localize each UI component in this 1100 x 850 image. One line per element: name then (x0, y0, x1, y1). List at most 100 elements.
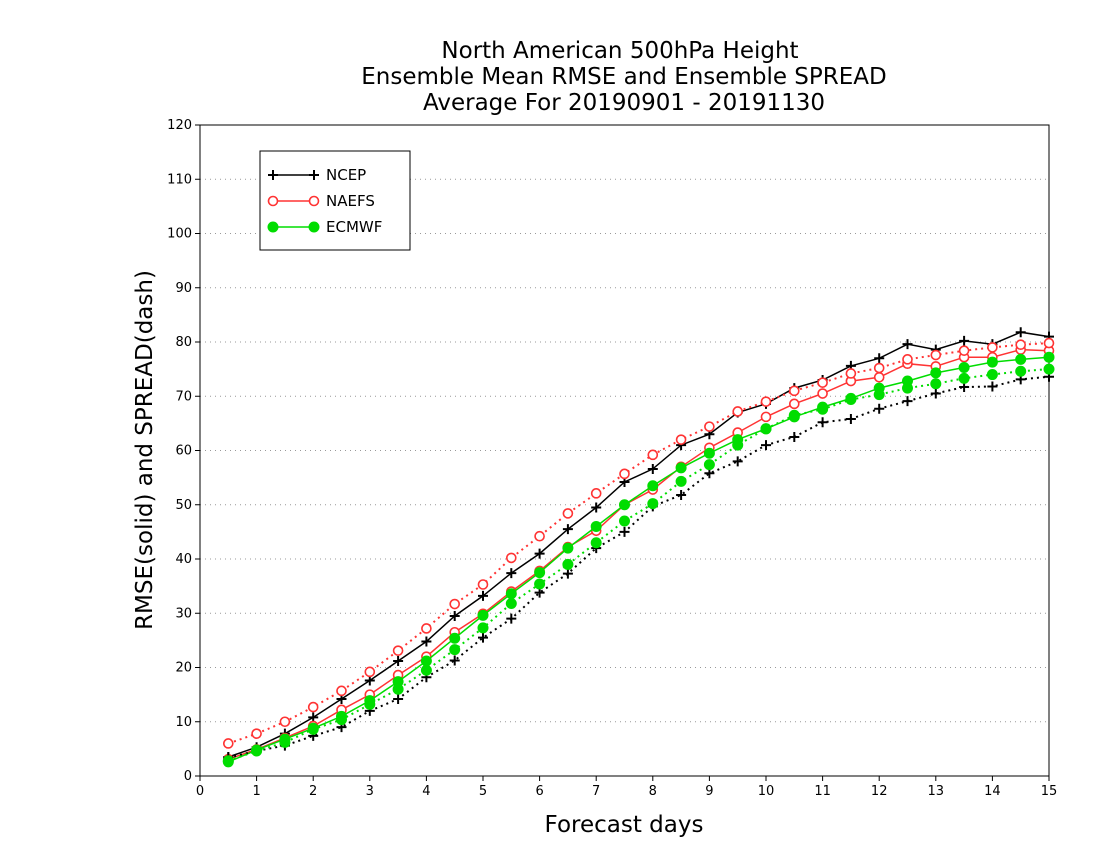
y-tick-label-6: 60 (175, 444, 192, 459)
data-point-ncep-rmse-13 (591, 502, 602, 513)
data-point-naefs-rmse-20 (788, 398, 800, 410)
data-point-ncep-spread-19 (761, 440, 771, 451)
data-point-ncep-spread-23 (874, 403, 885, 414)
data-point-ncep-rmse-5 (364, 675, 375, 686)
legend-label-ncep: NCEP (326, 166, 366, 184)
grid (200, 178, 1049, 723)
data-point-naefs-spread-11 (534, 530, 545, 542)
data-point-ncep-spread-27 (987, 381, 998, 392)
data-point-naefs-spread-27 (987, 342, 998, 353)
data-point-ecmwf-spread-13 (590, 537, 602, 549)
x-tick-label-13: 13 (928, 784, 945, 799)
y-tick-label-12: 120 (167, 118, 192, 133)
data-point-ecmwf-spread-18 (732, 439, 744, 451)
legend-marker-right-ncep (309, 170, 319, 180)
data-point-ecmwf-spread-26 (958, 372, 970, 384)
data-point-ncep-rmse-6 (393, 655, 404, 666)
data-point-ecmwf-rmse-15 (647, 480, 659, 492)
y-tick-label-1: 10 (175, 715, 192, 730)
data-point-naefs-rmse-19 (760, 411, 772, 423)
data-point-ecmwf-spread-2 (279, 736, 291, 748)
x-tick-label-12: 12 (871, 784, 888, 799)
data-point-ecmwf-spread-17 (703, 459, 715, 471)
x-tick-label-15: 15 (1041, 784, 1058, 799)
data-point-ncep-rmse-23 (874, 353, 885, 364)
data-point-ncep-spread-10 (506, 613, 517, 624)
data-point-ecmwf-spread-19 (760, 423, 772, 435)
data-point-naefs-spread-21 (817, 377, 828, 388)
data-point-naefs-spread-16 (675, 434, 687, 445)
data-point-ecmwf-spread-12 (562, 558, 574, 570)
data-point-naefs-spread-9 (477, 579, 489, 590)
x-tick-label-4: 4 (422, 784, 430, 799)
series-line-ecmwf-spread (227, 368, 1050, 762)
data-point-naefs-spread-28 (1015, 339, 1027, 351)
y-tick-label-7: 70 (175, 389, 192, 404)
data-point-naefs-spread-2 (279, 716, 291, 728)
y-tick-label-5: 50 (175, 498, 192, 513)
data-point-naefs-spread-15 (647, 449, 659, 461)
data-point-naefs-spread-7 (421, 623, 432, 634)
data-point-naefs-rmse-23 (873, 371, 885, 383)
data-point-ncep-spread-18 (732, 456, 743, 467)
y-axis-label: RMSE(solid) and SPREAD(dash) (132, 270, 158, 630)
data-point-ecmwf-rmse-7 (420, 655, 432, 667)
data-point-ncep-spread-22 (845, 414, 856, 425)
data-point-ecmwf-rmse-9 (477, 609, 489, 621)
data-point-naefs-spread-22 (845, 368, 857, 379)
data-point-ecmwf-spread-27 (986, 369, 998, 381)
x-axis-label: Forecast days (545, 812, 704, 838)
x-tick-label-6: 6 (535, 784, 543, 799)
x-tick-label-5: 5 (479, 784, 487, 799)
data-point-ecmwf-rmse-17 (703, 447, 715, 459)
y-tick-label-11: 110 (167, 172, 192, 187)
data-point-ecmwf-rmse-14 (619, 499, 630, 511)
data-point-ncep-rmse-15 (647, 463, 658, 474)
data-point-ncep-spread-24 (902, 396, 913, 407)
data-point-ncep-rmse-7 (421, 636, 432, 647)
y-tick-label-2: 20 (175, 661, 192, 676)
data-point-ecmwf-rmse-10 (505, 588, 517, 600)
x-tick-label-10: 10 (758, 784, 775, 799)
y-tick-label-9: 90 (175, 281, 192, 296)
data-point-ecmwf-spread-0 (222, 755, 234, 767)
legend-marker-left-ecmwf (267, 221, 279, 233)
series-line-ecmwf-rmse (228, 356, 1050, 763)
chart-title-line-3: Average For 20190901 - 20191130 (423, 90, 825, 116)
data-point-ecmwf-spread-21 (817, 403, 829, 415)
data-point-ncep-spread-21 (817, 417, 828, 428)
data-point-ecmwf-spread-14 (619, 515, 630, 527)
data-point-naefs-spread-5 (364, 666, 376, 678)
legend-label-ecmwf: ECMWF (326, 218, 382, 236)
series-ecmwf-spread (222, 363, 1055, 767)
data-point-naefs-spread-0 (223, 738, 234, 749)
data-point-naefs-spread-24 (902, 354, 913, 365)
data-point-naefs-spread-10 (505, 552, 517, 564)
data-point-ncep-spread-25 (930, 388, 941, 399)
data-point-ncep-spread-14 (619, 526, 630, 537)
x-tick-label-14: 14 (984, 784, 1001, 799)
series-line-ncep-spread (228, 375, 1050, 759)
data-point-ecmwf-spread-10 (505, 597, 517, 609)
data-point-ecmwf-rmse-25 (930, 367, 942, 379)
data-point-ecmwf-rmse-11 (534, 567, 546, 579)
y-tick-label-3: 30 (175, 606, 192, 621)
legend-marker-right-ecmwf (308, 221, 320, 233)
x-tick-label-0: 0 (196, 784, 204, 799)
data-point-ncep-rmse-24 (902, 339, 913, 350)
data-point-ecmwf-spread-7 (420, 664, 432, 676)
data-point-naefs-spread-23 (873, 362, 885, 374)
data-point-ncep-rmse-3 (308, 712, 319, 723)
chart-title-line-2: Ensemble Mean RMSE and Ensemble SPREAD (361, 64, 886, 90)
x-tick-label-8: 8 (649, 784, 657, 799)
data-point-ecmwf-spread-9 (477, 622, 489, 634)
data-point-ncep-rmse-8 (449, 610, 460, 621)
data-point-ecmwf-spread-23 (873, 389, 885, 401)
data-point-ecmwf-rmse-29 (1043, 351, 1055, 363)
data-point-ecmwf-spread-20 (788, 409, 800, 421)
x-tick-label-2: 2 (309, 784, 317, 799)
data-point-ecmwf-rmse-13 (590, 520, 602, 532)
data-point-naefs-spread-12 (562, 508, 574, 519)
data-point-ncep-spread-16 (676, 489, 687, 500)
